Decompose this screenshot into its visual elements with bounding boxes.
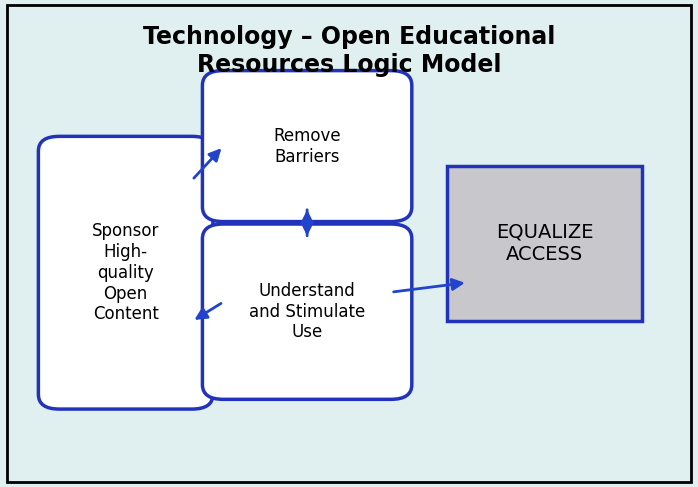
FancyBboxPatch shape [202, 71, 412, 222]
Text: EQUALIZE
ACCESS: EQUALIZE ACCESS [496, 223, 593, 264]
FancyBboxPatch shape [202, 224, 412, 399]
Text: Technology – Open Educational
Resources Logic Model: Technology – Open Educational Resources … [143, 25, 555, 77]
Text: Remove
Barriers: Remove Barriers [274, 127, 341, 166]
Text: Understand
and Stimulate
Use: Understand and Stimulate Use [249, 282, 365, 341]
Text: Sponsor
High-
quality
Open
Content: Sponsor High- quality Open Content [92, 222, 159, 323]
FancyBboxPatch shape [38, 136, 213, 409]
FancyBboxPatch shape [447, 166, 642, 321]
FancyBboxPatch shape [7, 5, 691, 482]
